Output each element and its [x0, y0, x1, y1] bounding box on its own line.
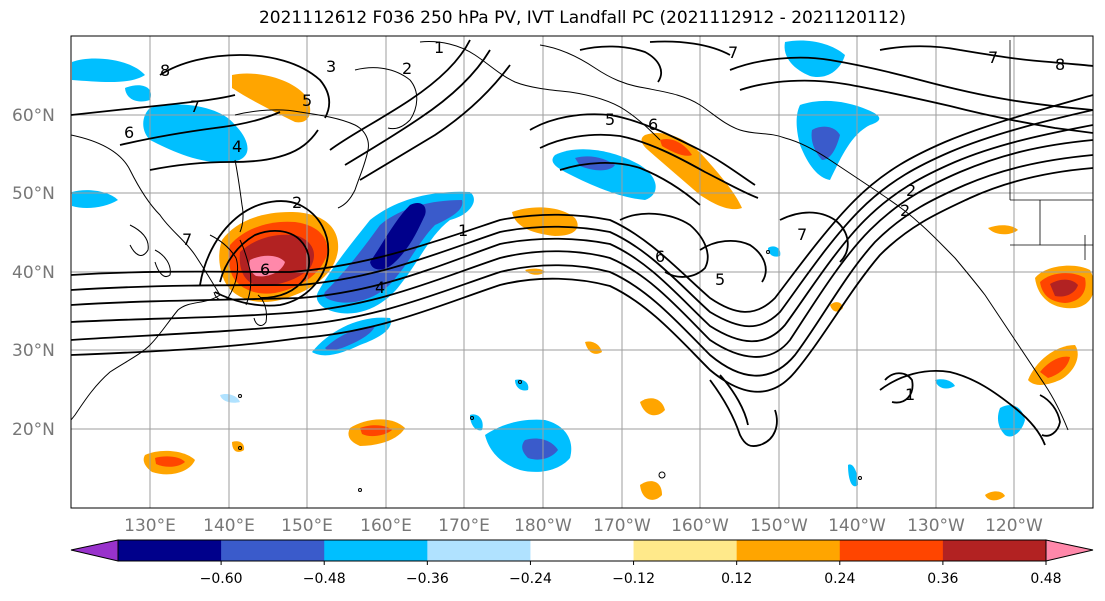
contour-label: 5	[605, 110, 615, 129]
contour-label: 2	[906, 181, 916, 200]
lat-label: 20°N	[12, 420, 55, 440]
contour-label: 6	[260, 260, 270, 279]
longitude-labels: 130°E 140°E 150°E 160°E 170°E 180°W 170°…	[124, 516, 1043, 536]
lon-label: 120°W	[985, 516, 1043, 536]
contour-label: 7	[182, 230, 192, 249]
positive-anomaly-patch	[660, 138, 692, 156]
colorbar-segment	[942, 540, 1047, 561]
latitude-labels: 60°N 50°N 40°N 30°N 20°N	[12, 106, 55, 440]
contour-label: 7	[988, 48, 998, 67]
colorbar-extend-high	[1045, 539, 1094, 562]
colorbar-tick-label: 0.48	[1030, 571, 1061, 587]
negative-anomaly-patch	[72, 190, 118, 208]
contour-label: 7	[190, 97, 200, 116]
lon-label: 160°E	[360, 516, 412, 536]
lon-label: 170°E	[438, 516, 490, 536]
colorbar-extend-low	[70, 539, 119, 562]
positive-anomaly-patch	[640, 481, 662, 500]
coastlines	[71, 41, 1069, 492]
positive-anomaly-patch	[1040, 356, 1070, 378]
negative-anomaly-patch	[811, 126, 840, 160]
contour-label: 4	[375, 278, 385, 297]
negative-anomaly-patch	[935, 379, 955, 389]
lat-label: 30°N	[12, 341, 55, 361]
negative-anomaly-patch	[522, 438, 558, 460]
lon-label: 130°E	[124, 516, 176, 536]
lon-label: 140°E	[203, 516, 255, 536]
contour-label: 2	[292, 193, 302, 212]
positive-anomaly-patch	[985, 491, 1005, 501]
colorbar-tick-label: −0.24	[509, 571, 552, 587]
pv-contours	[71, 39, 1093, 448]
lon-label: 150°W	[750, 516, 808, 536]
negative-anomaly-patch	[72, 58, 145, 83]
colorbar-tick-label: −0.60	[200, 571, 243, 587]
colorbar-tick-label: 0.12	[721, 571, 752, 587]
positive-anomaly-patch	[585, 341, 602, 354]
contour-label: 8	[160, 61, 170, 80]
colorbar-segment	[633, 540, 738, 561]
lat-label: 50°N	[12, 184, 55, 204]
negative-anomaly-patch	[125, 85, 151, 102]
contour-label: 7	[728, 43, 738, 62]
negative-anomaly-patch	[220, 393, 240, 403]
map-border	[70, 35, 1094, 509]
lat-label: 40°N	[12, 263, 55, 283]
negative-anomaly-patch	[370, 203, 426, 270]
colorbar-segment	[839, 540, 944, 561]
lon-label: 150°E	[281, 516, 333, 536]
contour-label: 6	[124, 123, 134, 142]
positive-anomaly-patch	[155, 456, 185, 467]
colorbar-segment	[221, 540, 325, 561]
colorbar-segment	[324, 540, 428, 561]
colorbar-segment	[427, 540, 531, 561]
contour-label: 1	[434, 38, 444, 57]
contour-label: 3	[326, 57, 336, 76]
map-title: 2021112612 F036 250 hPa PV, IVT Landfall…	[258, 8, 906, 28]
lon-label: 170°W	[593, 516, 651, 536]
contour-label: 1	[905, 385, 915, 404]
colorbar-tick-label: −0.48	[303, 571, 346, 587]
contour-label: 6	[655, 247, 665, 266]
positive-anomaly-patch	[1050, 279, 1078, 297]
colorbar-tick-label: −0.12	[612, 571, 655, 587]
contour-label: 2	[900, 201, 910, 220]
colorbar-tick-label: 0.24	[824, 571, 855, 587]
contour-label: 5	[715, 270, 725, 289]
contour-label: 8	[1055, 55, 1065, 74]
contour-label: 7	[797, 225, 807, 244]
lat-label: 60°N	[12, 106, 55, 126]
positive-anomaly-patch	[988, 225, 1018, 235]
colorbar-tick-label: 0.36	[927, 571, 958, 587]
colorbar: −0.60 −0.48 −0.36 −0.24 −0.12 0.12 0.24 0.36 0.4…	[70, 539, 1094, 587]
negative-anomaly-patch	[143, 104, 248, 163]
positive-anomaly-patch	[360, 425, 392, 437]
lon-label: 130°W	[907, 516, 965, 536]
contour-label: 2	[402, 59, 412, 78]
negative-anomaly-patch	[768, 246, 781, 257]
colorbar-segment	[530, 540, 635, 561]
colorbar-segment	[118, 540, 222, 561]
contour-label: 5	[302, 91, 312, 110]
lon-label: 160°W	[671, 516, 729, 536]
positive-anomaly-patch	[640, 398, 665, 416]
lon-label: 180°W	[514, 516, 572, 536]
negative-anomaly-patch	[848, 464, 858, 487]
lon-label: 140°W	[828, 516, 886, 536]
negative-anomaly-patch	[325, 326, 375, 351]
colorbar-tick-label: −0.36	[406, 571, 449, 587]
contour-label: 6	[648, 115, 658, 134]
contour-label: 4	[232, 137, 242, 156]
colorbar-segment	[736, 540, 841, 561]
contour-label: 1	[458, 221, 468, 240]
contour-labels: 8 7 6 5 4 3 2 1 2 4 6 7 1 5 6 7 7 2 2 1 …	[124, 38, 1065, 404]
